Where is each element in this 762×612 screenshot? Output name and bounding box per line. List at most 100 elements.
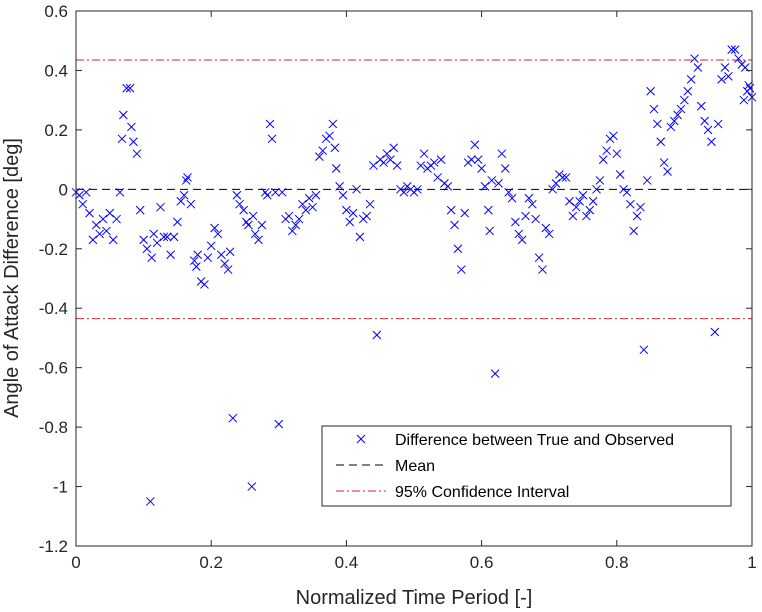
data-point — [561, 173, 571, 182]
data-point-stroke — [588, 196, 598, 206]
data-point-stroke — [132, 149, 142, 159]
data-point — [189, 256, 199, 266]
data-point-stroke — [548, 184, 557, 194]
data-point-stroke — [372, 330, 382, 340]
data-point-stroke — [484, 205, 493, 215]
data-point-stroke — [710, 327, 720, 337]
data-point — [112, 214, 121, 224]
data-point-stroke — [352, 184, 361, 194]
data-point-stroke — [315, 152, 324, 161]
data-point — [228, 413, 238, 423]
data-point-stroke — [446, 205, 456, 215]
data-point-stroke — [139, 235, 148, 245]
data-point — [81, 187, 91, 197]
data-point — [352, 184, 361, 194]
data-point-stroke — [118, 110, 128, 120]
x-tick-label: 0.8 — [605, 553, 629, 572]
data-point-stroke — [385, 155, 395, 164]
data-point — [413, 184, 422, 194]
data-point — [598, 155, 608, 164]
data-point-stroke — [504, 187, 513, 197]
data-point-stroke — [433, 173, 443, 182]
data-point-stroke — [419, 149, 429, 159]
data-point — [720, 63, 730, 72]
data-point-stroke — [625, 199, 635, 209]
data-point — [271, 187, 280, 197]
y-tick-label: -0.4 — [39, 299, 68, 318]
data-point — [392, 161, 402, 170]
data-point-stroke — [443, 182, 453, 191]
data-point-stroke — [81, 187, 91, 197]
data-point — [348, 208, 358, 218]
data-point — [696, 101, 706, 111]
data-point — [669, 116, 679, 126]
data-point — [179, 190, 189, 200]
data-point — [416, 161, 426, 170]
data-point-stroke — [713, 119, 723, 129]
data-point — [342, 205, 351, 215]
data-point — [98, 214, 108, 224]
data-point — [147, 253, 157, 263]
data-point — [338, 190, 348, 200]
data-point — [544, 229, 554, 239]
data-point — [433, 173, 443, 182]
data-point-stroke — [108, 235, 118, 245]
data-point-stroke — [485, 226, 495, 236]
data-point-stroke — [700, 116, 710, 126]
data-point — [659, 158, 669, 167]
data-point-stroke — [639, 345, 649, 355]
data-point — [582, 211, 591, 221]
data-point-stroke — [232, 190, 242, 200]
data-point-stroke — [734, 54, 743, 63]
data-point-stroke — [456, 265, 466, 274]
data-point-stroke — [365, 199, 375, 209]
data-point — [181, 176, 191, 185]
data-point-stroke — [497, 149, 507, 159]
data-point-stroke — [683, 86, 693, 96]
data-point-stroke — [632, 211, 642, 221]
data-point — [382, 149, 392, 159]
data-point-stroke — [568, 211, 578, 221]
data-point — [693, 63, 703, 72]
data-point — [277, 187, 287, 197]
data-point — [166, 250, 175, 260]
data-point-stroke — [216, 250, 226, 260]
y-tick-label: -1.2 — [39, 537, 68, 556]
data-point-stroke — [413, 184, 422, 194]
data-point-stroke — [355, 232, 365, 242]
data-point-stroke — [669, 116, 679, 126]
data-point — [389, 143, 399, 153]
data-point — [200, 280, 209, 289]
data-point-stroke — [176, 196, 186, 206]
data-point-stroke — [517, 235, 527, 245]
data-point — [467, 155, 476, 164]
data-point-stroke — [277, 187, 287, 197]
data-point-stroke — [223, 265, 233, 274]
data-point — [88, 235, 98, 245]
data-point — [527, 199, 537, 209]
data-point — [568, 211, 578, 221]
data-point-stroke — [578, 190, 588, 200]
data-point-stroke — [183, 173, 192, 182]
data-point — [690, 54, 699, 63]
data-point — [703, 125, 713, 135]
data-point — [250, 229, 260, 239]
data-point — [315, 152, 324, 161]
data-point-stroke — [636, 202, 645, 212]
data-point-stroke — [680, 95, 689, 105]
data-point-stroke — [696, 101, 706, 111]
data-point-stroke — [287, 226, 297, 236]
data-point-stroke — [267, 134, 277, 144]
data-point — [717, 75, 726, 84]
data-point — [612, 149, 622, 159]
data-point — [531, 214, 541, 224]
data-point — [595, 176, 605, 185]
data-point — [646, 86, 655, 96]
data-point-stroke — [248, 211, 258, 221]
data-point-stroke — [646, 86, 655, 96]
data-point — [298, 199, 307, 209]
data-point — [139, 235, 148, 245]
data-point — [191, 262, 201, 271]
data-point — [575, 196, 584, 206]
data-point-stroke — [338, 190, 348, 200]
